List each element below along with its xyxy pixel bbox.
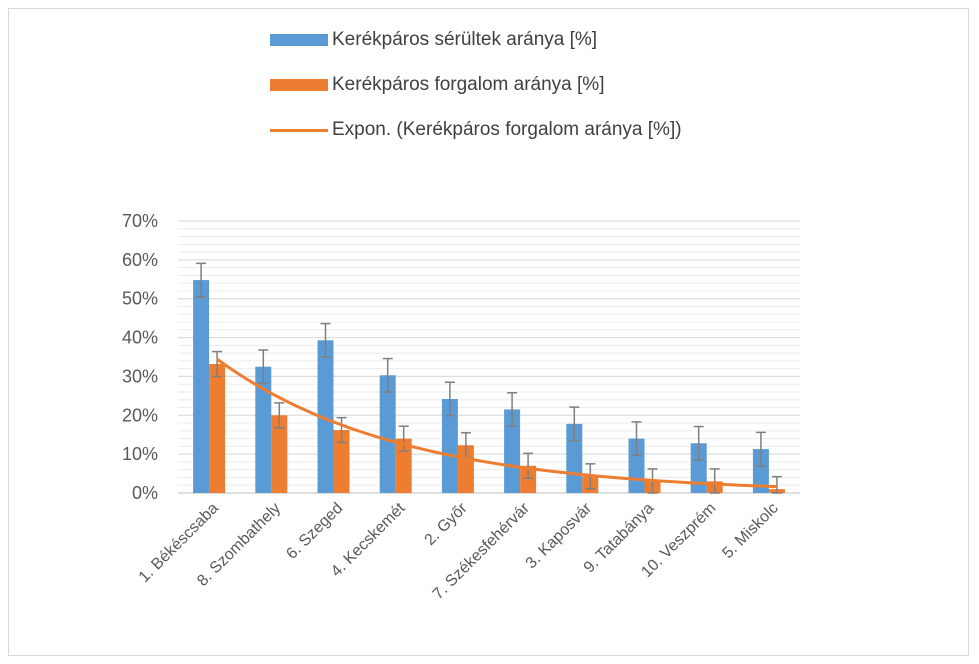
x-category-label: 2. Győr	[422, 499, 472, 549]
y-tick-label: 50%	[122, 289, 158, 309]
bar-series2	[520, 465, 537, 493]
bar-series1	[690, 443, 707, 493]
trendline	[216, 357, 777, 489]
bar-series1	[441, 398, 458, 493]
legend-item-series1: Kerékpáros sérültek aránya [%]	[270, 29, 682, 50]
bar-series1	[193, 280, 210, 493]
y-tick-label: 40%	[122, 328, 158, 348]
legend-item-trendline: Expon. (Kerékpáros forgalom aránya [%])	[270, 119, 682, 140]
legend-swatch-series2	[270, 79, 328, 91]
legend: Kerékpáros sérültek aránya [%] Kerékpáro…	[270, 29, 682, 165]
bar-series1	[504, 409, 521, 493]
bar-series1	[752, 449, 769, 493]
bar-series2	[209, 363, 226, 493]
y-tick-label: 0%	[132, 483, 158, 503]
legend-label-series1: Kerékpáros sérültek aránya [%]	[332, 29, 598, 50]
bar-series2	[333, 430, 350, 493]
y-tick-label: 60%	[122, 250, 158, 270]
y-tick-label: 20%	[122, 405, 158, 425]
legend-label-series2: Kerékpáros forgalom aránya [%]	[332, 74, 605, 95]
bar-series1	[255, 366, 272, 493]
x-category-label: 5. Miskolc	[719, 500, 781, 562]
y-tick-label: 30%	[122, 366, 158, 386]
legend-label-trendline: Expon. (Kerékpáros forgalom aránya [%])	[332, 119, 682, 140]
legend-swatch-trendline	[270, 128, 328, 132]
y-tick-label: 10%	[122, 444, 158, 464]
chart-frame	[8, 8, 969, 656]
legend-item-series2: Kerékpáros forgalom aránya [%]	[270, 74, 682, 95]
bar-series2	[395, 438, 412, 493]
bar-series1	[317, 340, 334, 493]
bar-series1	[379, 375, 396, 493]
x-category-label: 6. Szeged	[283, 500, 346, 563]
bar-series2	[271, 415, 288, 493]
legend-swatch-series1	[270, 34, 328, 46]
y-tick-label: 70%	[122, 211, 158, 231]
